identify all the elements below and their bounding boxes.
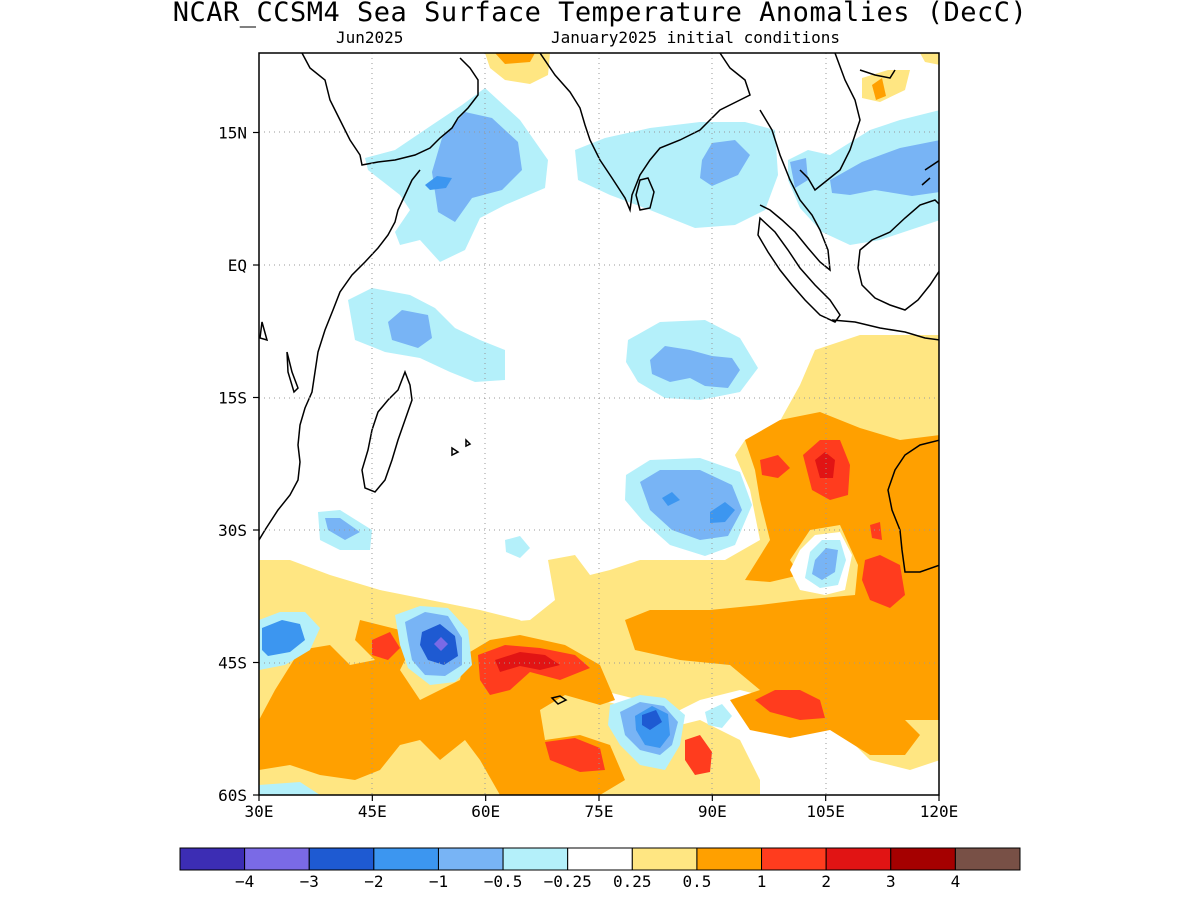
lon-tick-label: 45E [358,802,387,821]
anomaly-region-southeast-warm-mid [625,412,939,755]
anomaly-region-scs-north-warm [862,53,939,102]
anomaly-region-west-equatorial-core [388,310,432,348]
anomaly-region-central-south-core [650,346,740,388]
coastline-small-islands [259,159,939,705]
colorbar-label: −2 [364,872,383,891]
coastline-sumatra [757,216,841,323]
colorbar-swatch [696,847,763,871]
coastline-java [831,319,939,341]
colorbar-swatch [761,847,827,871]
coastline-india [539,53,751,213]
coastline-borneo [857,199,939,311]
colorbar-label: −4 [235,872,254,891]
longitude-axis: 30E 45E 60E 75E 90E 105E 120E [245,795,959,821]
colorbar: −4 −3 −2 −1 −0.5 −0.25 0.25 0.5 1 2 3 4 [179,847,1021,891]
coastline-australia [887,439,939,573]
lon-tick-label: 60E [471,802,500,821]
lon-tick-label: 120E [920,802,959,821]
anomaly-region-arabian-north-warm [485,53,550,84]
anomaly-region-southwest-warm-peak [495,652,560,672]
anomaly-region-subtropical-core [662,492,735,523]
latitude-axis: 15N EQ 15S 30S 45S 60S [218,124,259,805]
colorbar-label: 3 [886,872,896,891]
colorbar-label: −1 [429,872,448,891]
colorbar-label: 1 [757,872,767,891]
colorbar-swatch [308,847,375,871]
colorbar-swatch [631,847,698,871]
anomaly-region-bay-of-bengal-core [700,140,750,186]
colorbar-swatch [567,847,633,871]
coastlines [259,53,939,705]
anomaly-region-southern-cool-d [705,704,732,728]
colorbar-label: −0.5 [484,872,523,891]
colorbar-swatch [244,847,310,871]
colorbar-label: 0.25 [613,872,652,891]
lon-tick-label: 90E [698,802,727,821]
colorbar-swatch [890,847,956,871]
lon-tick-label: 30E [245,802,274,821]
lat-tick-label: 30S [218,521,247,540]
anomaly-region-southern-cool-c-peak [642,710,662,730]
anomaly-region-south-china-sea-core [790,140,939,196]
colorbar-label: 4 [951,872,961,891]
colorbar-swatch [825,847,892,871]
anomaly-region-southern-cool-b-peak [434,637,448,651]
anomaly-region-small-patch [505,536,530,558]
anomaly-field [259,53,939,795]
coastline-southeast-asia [759,53,896,272]
anomaly-region-southeast-warm-peak [815,452,835,478]
colorbar-label: 2 [821,872,831,891]
lon-tick-label: 75E [585,802,614,821]
anomaly-region-arabian-north-warm-core [495,53,535,64]
init-conditions-label: January2025 initial conditions [551,28,840,47]
colorbar-swatch [373,847,439,871]
anomaly-region-southern-cool-e [259,782,320,795]
valid-month-label: Jun2025 [336,28,404,47]
lat-tick-label: 15N [218,124,247,143]
anomaly-region-arabian-sea-core [425,176,452,190]
anomaly-region-southern-cool-a-core [262,620,305,656]
colorbar-swatch [954,847,1021,871]
anomaly-region-arabian-sea-mid [432,112,522,222]
map-gridlines [259,53,939,795]
coastline-africa-arabia [259,53,479,541]
anomaly-region-scs-north-warm-core [872,78,886,100]
lat-tick-label: 45S [218,654,247,673]
map-title: NCAR_CCSM4 Sea Surface Temperature Anoma… [172,0,1028,28]
colorbar-swatch [179,847,246,871]
lat-tick-label: 15S [218,389,247,408]
colorbar-swatch [437,847,504,871]
lat-tick-label: EQ [228,256,247,275]
lat-tick-label: 60S [218,786,247,805]
anomaly-region-bay-of-bengal [575,122,778,228]
colorbar-label: 0.5 [682,872,711,891]
coastline-madagascar [361,369,413,493]
colorbar-label: −0.25 [544,872,592,891]
lon-tick-label: 105E [806,802,845,821]
anomaly-region-southwest-patch-core [325,518,360,540]
anomaly-region-southeast-warm-core [755,440,905,720]
colorbar-label: −3 [300,872,319,891]
colorbar-swatch [502,847,569,871]
coastline-sri-lanka [635,177,655,211]
anomaly-region-southeast-cool-pocket-core [812,548,838,580]
